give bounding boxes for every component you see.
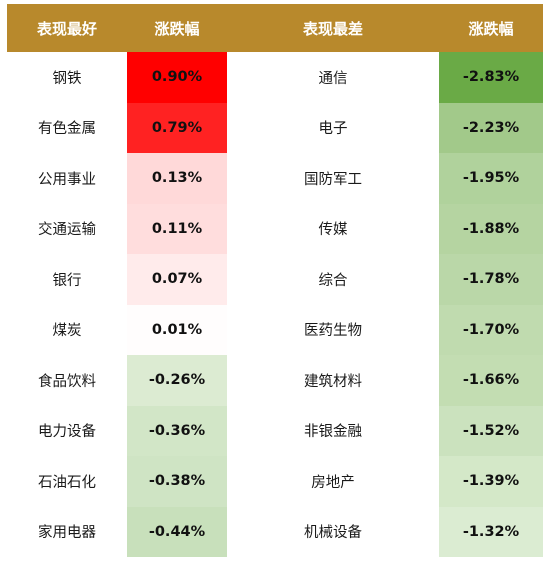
worst-industry-name: 传媒 [318,222,348,239]
best-industry-change: -0.36% [127,405,227,456]
table-row: 电力设备 -0.36% 非银金融 -1.52% [7,405,543,456]
best-header: 表现最好 [36,19,97,38]
worst-industry-change: -1.78% [439,254,543,305]
best-change-header: 涨跌幅 [154,19,200,38]
worst-industry-change: -1.39% [439,456,543,507]
best-industry-name: 石油石化 [38,474,96,491]
worst-industry-change: -2.23% [439,102,543,153]
worst-industry-name: 国防军工 [304,171,362,188]
best-industry-name: 有色金属 [38,121,96,138]
best-industry-change: 0.07% [127,254,227,305]
worst-industry-name: 非银金融 [304,424,362,441]
best-industry-change: -0.44% [127,506,227,557]
table-row: 有色金属 0.79% 电子 -2.23% [7,102,543,153]
best-industry-change: 0.79% [127,102,227,153]
worst-industry-change: -2.83% [439,52,543,103]
table-row: 银行 0.07% 综合 -1.78% [7,254,543,305]
table-row: 家用电器 -0.44% 机械设备 -1.32% [7,506,543,557]
best-industry-change: 0.11% [127,203,227,254]
table-row: 食品饮料 -0.26% 建筑材料 -1.66% [7,355,543,406]
table-row: 钢铁 0.90% 通信 -2.83% [7,52,543,103]
worst-industry-name: 建筑材料 [304,373,362,390]
best-industry-name: 家用电器 [38,525,96,542]
worst-industry-change: -1.66% [439,355,543,406]
best-industry-change: -0.38% [127,456,227,507]
worst-industry-name: 房地产 [311,474,355,491]
best-industry-change: 0.13% [127,153,227,204]
best-industry-name: 钢铁 [52,70,82,87]
worst-industry-name: 机械设备 [304,525,362,542]
worst-industry-change: -1.32% [439,506,543,557]
worst-change-header: 涨跌幅 [468,19,514,38]
best-industry-name: 交通运输 [38,222,96,239]
table-body: 钢铁 0.90% 通信 -2.83% 有色金属 0.79% 电子 -2.23% 公用事业 0.13… [7,52,543,557]
best-industry-name: 公用事业 [38,171,96,188]
worst-industry-change: -1.52% [439,405,543,456]
worst-industry-name: 通信 [318,70,348,87]
best-industry-name: 银行 [52,272,82,289]
worst-industry-name: 医药生物 [304,323,362,340]
best-industry-change: 0.90% [127,52,227,103]
table-row: 交通运输 0.11% 传媒 -1.88% [7,203,543,254]
table-row: 公用事业 0.13% 国防军工 -1.95% [7,153,543,204]
best-industry-name: 食品饮料 [38,373,96,390]
best-industry-name: 电力设备 [38,424,96,441]
table-row: 煤炭 0.01% 医药生物 -1.70% [7,304,543,355]
worst-industry-change: -1.70% [439,304,543,355]
worst-header: 表现最差 [302,19,363,38]
best-industry-change: 0.01% [127,304,227,355]
best-industry-change: -0.26% [127,355,227,406]
worst-industry-change: -1.95% [439,153,543,204]
table-header: 表现最好 涨跌幅 表现最差 涨跌幅 [7,4,543,52]
best-industry-name: 煤炭 [52,323,82,340]
table-row: 石油石化 -0.38% 房地产 -1.39% [7,456,543,507]
performance-table: 表现最好 涨跌幅 表现最差 涨跌幅 钢铁 0.90% 通信 -2.83% 有色金属 0.7… [7,4,543,557]
worst-industry-name: 电子 [318,121,348,138]
worst-industry-change: -1.88% [439,203,543,254]
worst-industry-name: 综合 [318,272,348,289]
